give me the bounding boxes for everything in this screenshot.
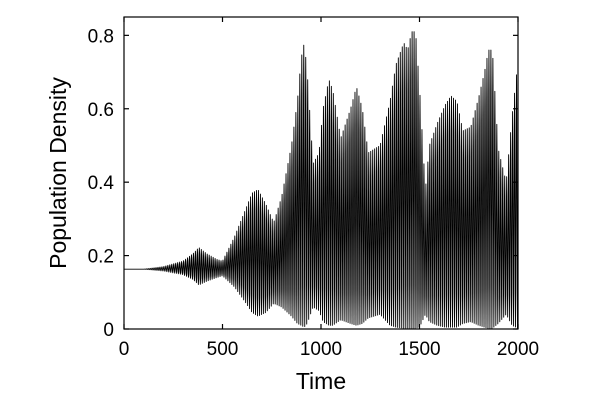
y-tick-label: 0.2 [88,247,114,268]
plot-area [123,16,519,330]
y-axis-label: Population Density [45,77,71,269]
y-axis: 0 0.2 0.4 0.6 0.8 [88,26,518,341]
y-tick-label: 0 [103,320,114,341]
x-axis-label: Time [296,368,346,394]
x-axis: 0 500 1000 1500 2000 [119,17,539,360]
x-tick-label: 2000 [497,339,539,360]
population-density-line [123,31,519,329]
x-tick-label: 1000 [300,339,342,360]
y-tick-label: 0.8 [88,26,114,47]
y-tick-label: 0.6 [88,100,114,121]
x-tick-label: 0 [119,339,130,360]
x-tick-label: 1500 [398,339,440,360]
y-tick-label: 0.4 [88,173,115,194]
x-tick-label: 500 [207,339,239,360]
